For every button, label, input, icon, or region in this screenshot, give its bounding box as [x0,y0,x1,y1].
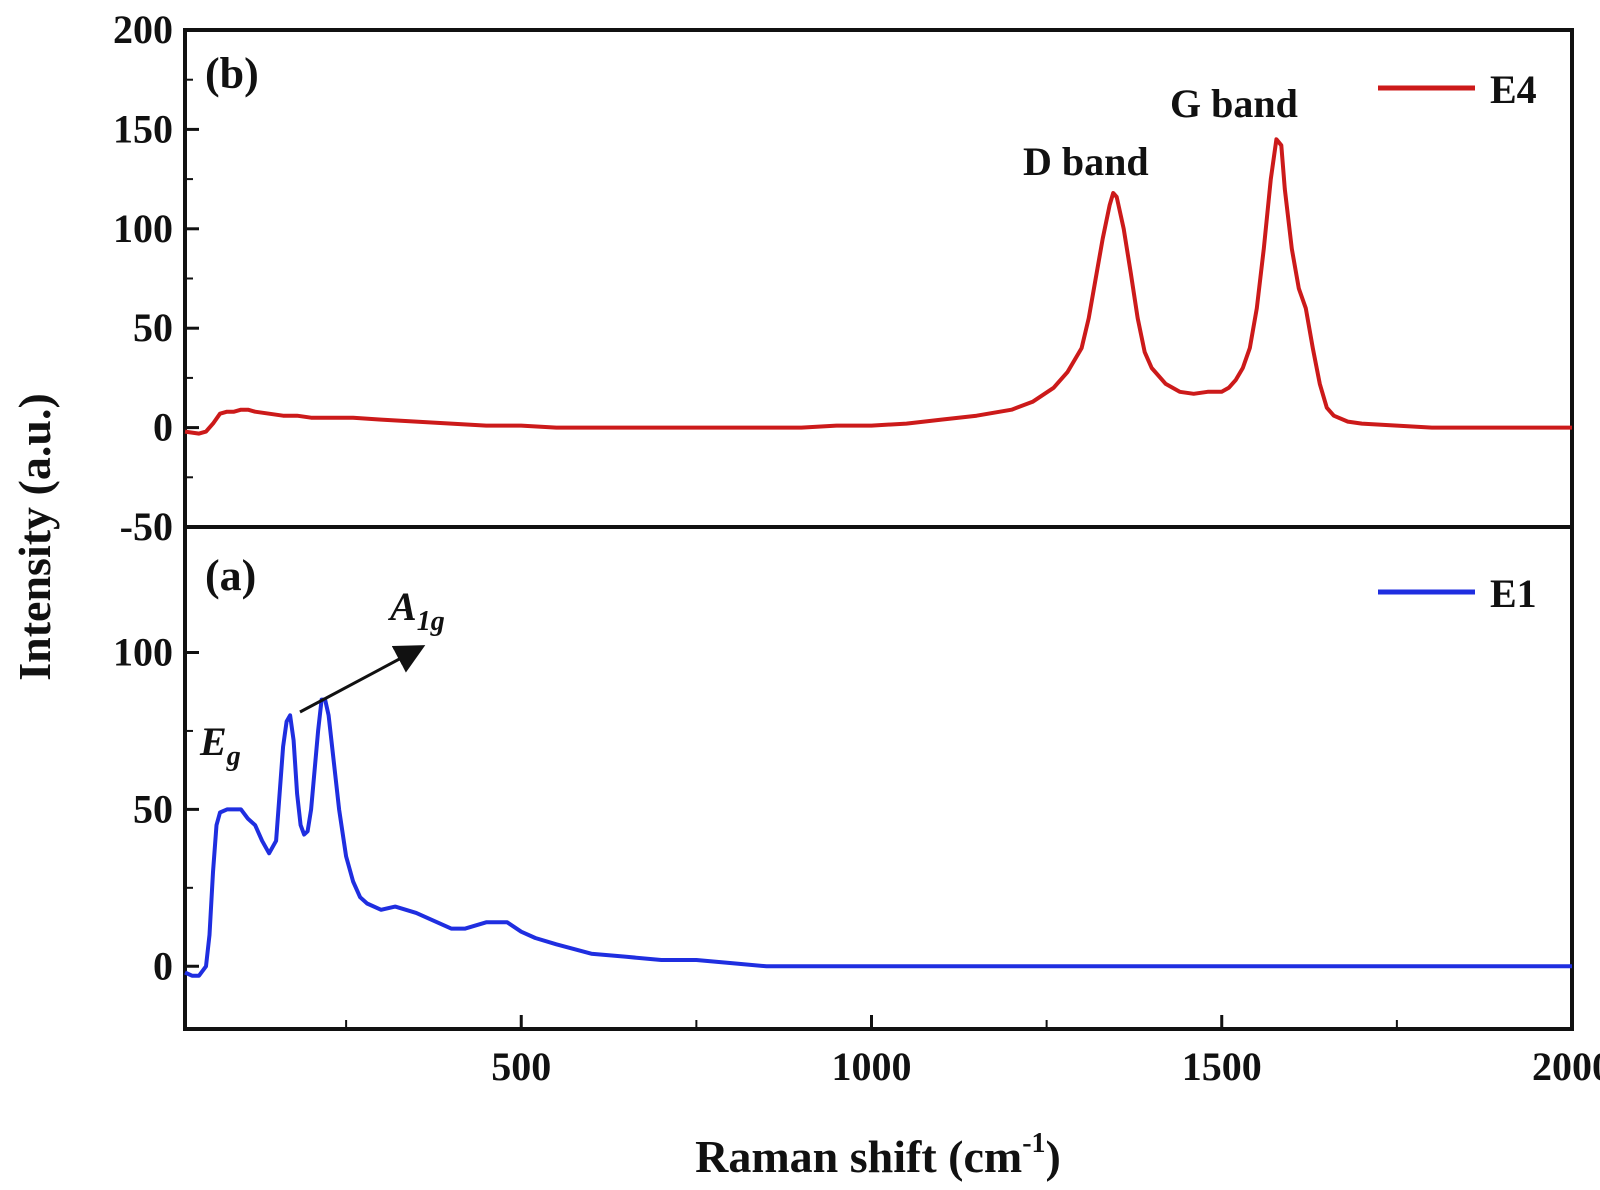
x-axis-title-close: ) [1046,1131,1061,1182]
y-tick-label-1-100: 100 [113,630,173,675]
y-tick-label-1-0: 0 [153,943,173,988]
x-axis-title: Raman shift (cm-1) [695,1128,1061,1182]
annotation-g-band: G band [1170,81,1298,126]
annotation-a1g-main: A [387,584,417,629]
y-tick-label-0-50: 50 [133,305,173,350]
legend-label-e1: E1 [1490,571,1537,616]
panel-b-frame [183,28,1574,529]
annotation-eg: Eg [199,719,241,772]
panel-a-frame [183,525,1574,1031]
y-tick-label-0-200: 200 [113,7,173,52]
y-tick-label-0-0: 0 [153,405,173,450]
annotation-d-band: D band [1023,139,1149,184]
x-tick-label-1500: 1500 [1182,1044,1262,1089]
annotation-eg-sub: g [226,741,241,772]
panel-a-ticks: 0 50 100 [113,630,199,988]
x-axis-title-main: Raman shift (cm [695,1131,1022,1182]
series-line-e1 [184,697,1572,978]
x-tick-label-1000: 1000 [831,1044,911,1089]
annotation-arrow-a1g [299,645,426,714]
legend-label-e4: E4 [1490,67,1537,112]
y-tick-label-1-50: 50 [133,786,173,831]
y-tick-label-0--50: -50 [120,504,173,549]
y-tick-label-0-150: 150 [113,106,173,151]
annotation-a1g-sub: 1g [417,606,445,637]
x-axis-title-sup: -1 [1022,1128,1045,1159]
panel-label-a: (a) [205,551,256,600]
x-tick-label-500: 500 [491,1044,551,1089]
annotation-a1g: A1g [387,584,445,637]
series-line-e4 [184,137,1572,436]
annotation-eg-main: E [199,719,227,764]
panel-label-b: (b) [205,49,259,98]
y-tick-label-0-100: 100 [113,206,173,251]
y-axis-title: Intensity (a.u.) [9,393,60,681]
panel-b-ticks: -50 0 50 100 150 200 [113,7,199,549]
